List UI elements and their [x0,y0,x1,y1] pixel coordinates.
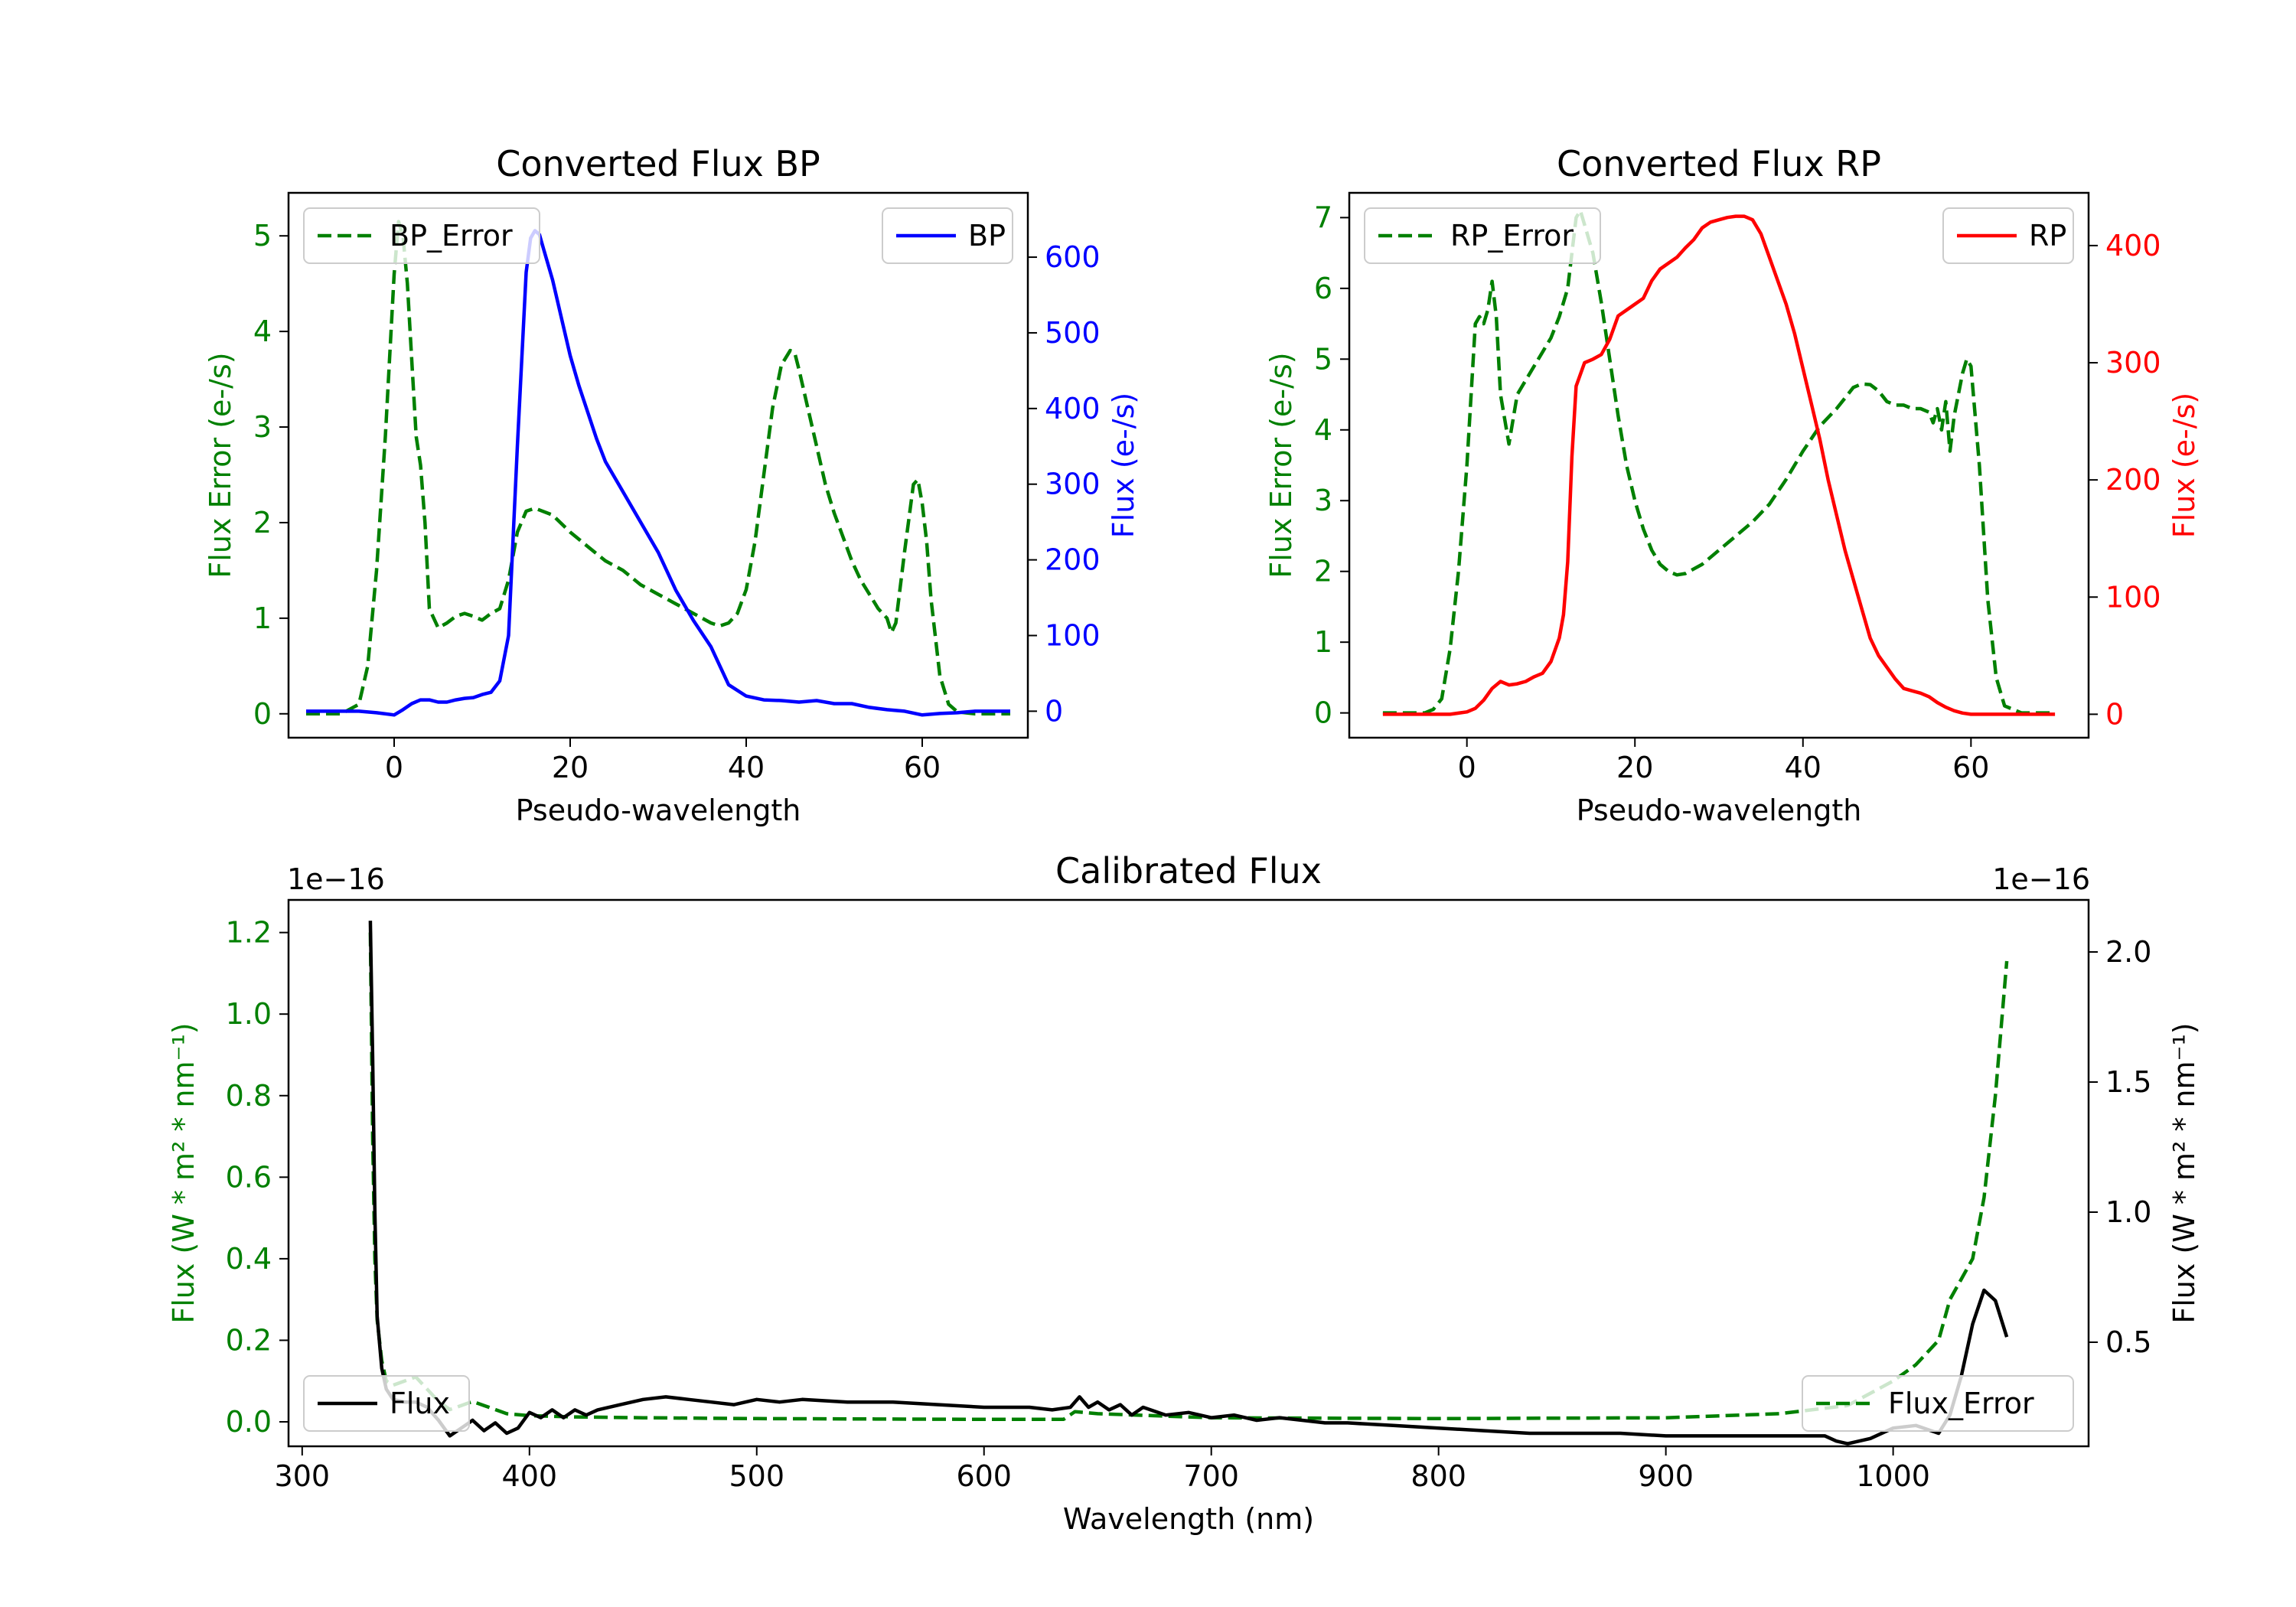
y-right-axis-label: Flux (W * m² * nm⁻¹) [2167,1022,2201,1323]
series-line-bp [306,229,1010,717]
series-line-flux [368,921,2009,1446]
legend-box [303,1375,470,1432]
series-group [306,220,1010,717]
y-left-tick-label: 0.0 [226,1405,272,1439]
x-tick-label: 1000 [1856,1459,1930,1493]
x-tick-label: 0 [385,751,403,784]
x-tick-label: 500 [729,1459,784,1493]
series-line-rp [1382,214,2056,716]
x-tick-label: 900 [1638,1459,1694,1493]
x-tick-label: 0 [1458,751,1476,784]
legend-label: RP_Error [1450,219,1574,253]
y-right-tick-label: 1.5 [2105,1065,2151,1099]
y-left-tick-label: 3 [1314,484,1332,517]
legend-rp-error: RP_Error [1364,207,1601,264]
y-left-tick-label: 1.2 [226,916,272,950]
y-right-tick-label: 1.0 [2105,1195,2151,1229]
subplot-1: 0 20 40 600123450100200300400500600Converte… [204,143,1140,827]
series-group [1382,208,2056,716]
y-left-axis-label: Flux Error (e-/s) [1264,352,1298,578]
x-axis-label: Pseudo-wavelength [516,794,801,827]
y-right-offset-label: 1e−16 [1992,862,2090,896]
x-tick-label: 600 [956,1459,1012,1493]
y-left-tick-label: 2 [253,506,272,539]
y-right-axis-label: Flux (e-/s) [1107,393,1140,538]
x-tick-label: 20 [552,751,589,784]
x-tick-label: 60 [1952,751,1989,784]
legend-bp: BP [882,207,1013,264]
y-right-tick-label: 200 [2105,463,2161,497]
x-tick-label: 700 [1183,1459,1239,1493]
x-axis-label: Pseudo-wavelength [1577,794,1862,827]
legend-label: Flux_Error [1888,1387,2034,1420]
y-right-tick-label: 400 [2105,229,2161,262]
x-tick-label: 40 [728,751,765,784]
subplot-3: 300 400 500 600 700 800 900 1000 0.0 0.2 0.4 0.6 0.8… [167,850,2201,1536]
chart-title: Converted Flux RP [1557,143,1881,184]
y-right-tick-label: 0 [2105,697,2124,731]
y-left-tick-label: 5 [1314,342,1332,376]
y-left-tick-label: 5 [253,219,272,253]
y-right-tick-label: 500 [1045,316,1101,350]
y-right-tick-label: 600 [1045,240,1101,274]
y-left-tick-label: 7 [1314,200,1332,234]
legend-box [1364,207,1601,264]
legend-box [1802,1375,2074,1432]
x-axis-label: Wavelength (nm) [1063,1502,1314,1536]
y-right-tick-label: 2.0 [2105,935,2151,969]
y-left-tick-label: 0.2 [226,1323,272,1357]
x-tick-label: 20 [1616,751,1653,784]
y-left-tick-label: 0 [253,697,272,731]
y-right-tick-label: 400 [1045,392,1101,425]
legend-label: BP [968,219,1006,253]
y-left-tick-label: 4 [1314,413,1332,447]
y-left-axis-label: Flux Error (e-/s) [204,352,237,578]
x-tick-label: 300 [275,1459,331,1493]
axes-frame [287,898,2090,1448]
x-tick-label: 400 [502,1459,558,1493]
y-left-offset-label: 1e−16 [287,862,385,896]
y-left-tick-label: 1 [1314,625,1332,659]
x-tick-label: 40 [1785,751,1821,784]
y-right-tick-label: 300 [2105,346,2161,380]
legend-flux: Flux [303,1375,470,1432]
y-left-tick-label: 0 [1314,696,1332,730]
legend-label: RP [2029,219,2066,253]
legend-label: Flux [390,1387,450,1420]
y-left-tick-label: 4 [253,315,272,348]
y-right-tick-label: 100 [2105,580,2161,614]
y-right-axis-label: Flux (e-/s) [2167,393,2201,538]
series-line-bp-error [306,220,1010,716]
y-left-tick-label: 0.4 [226,1242,272,1276]
legend-flux-error: Flux_Error [1802,1375,2074,1432]
y-left-tick-label: 1.0 [226,997,272,1031]
y-left-tick-label: 6 [1314,272,1332,305]
y-left-tick-label: 1 [253,601,272,635]
chart-title: Calibrated Flux [1055,850,1322,892]
chart-title: Converted Flux BP [496,143,820,184]
y-right-tick-label: 300 [1045,468,1101,501]
axes-frame [1348,191,2090,739]
y-right-tick-label: 0 [1045,694,1063,728]
y-left-axis-label: Flux (W * m² * nm⁻¹) [167,1022,201,1323]
y-left-tick-label: 0.8 [226,1079,272,1113]
series-line-rp-error [1382,208,2056,715]
x-tick-label: 60 [904,751,941,784]
axes-frame [287,191,1029,739]
legend-box [303,207,540,264]
y-left-tick-label: 2 [1314,555,1332,588]
y-left-tick-label: 3 [253,410,272,444]
y-left-tick-label: 0.6 [226,1160,272,1194]
subplot-2: 0 20 40 60 0 1 2 3 4 5 6 7 0 100 200 300 400 Converted Fl… [1264,143,2201,827]
y-right-tick-label: 0.5 [2105,1325,2151,1359]
legend-label: BP_Error [390,219,513,253]
y-right-tick-label: 200 [1045,543,1101,577]
y-right-tick-label: 100 [1045,619,1101,653]
legend-bp-error: BP_Error [303,207,540,264]
legend-rp: RP [1942,207,2074,264]
x-tick-label: 800 [1411,1459,1466,1493]
